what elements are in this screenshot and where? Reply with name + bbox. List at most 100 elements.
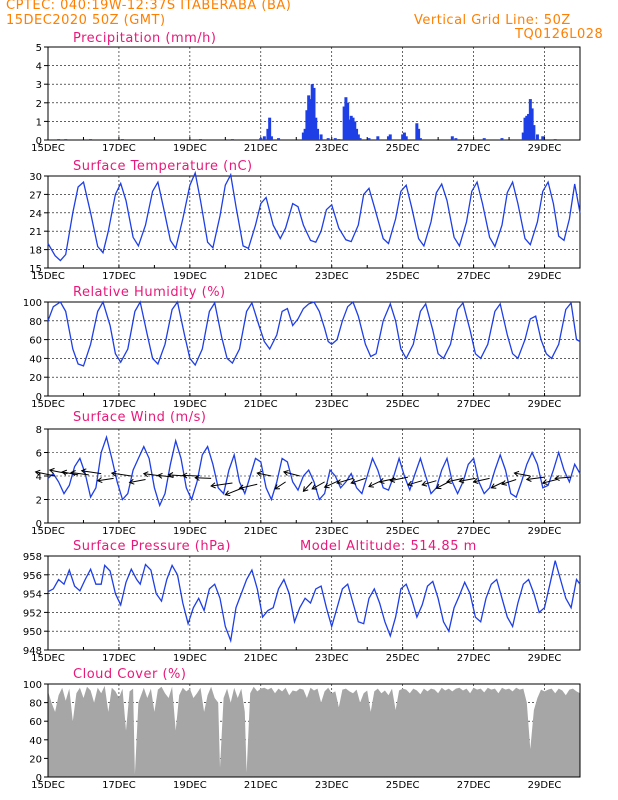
panel-1-y-tick-label: 1 xyxy=(36,117,42,128)
precip-bar xyxy=(277,138,281,140)
precip-bar xyxy=(89,139,93,141)
header-datetime: 15DEC2020 50Z (GMT) xyxy=(6,13,166,28)
wind-vector xyxy=(211,482,233,487)
precip-bar xyxy=(326,138,330,140)
panel-6-title: Cloud Cover (%) xyxy=(73,667,186,682)
wind-vector-head xyxy=(48,467,55,474)
precip-bar xyxy=(346,102,350,140)
wind-vector xyxy=(97,477,114,482)
wind-vector-head xyxy=(238,484,245,491)
precip-bar xyxy=(541,136,545,140)
precip-bar xyxy=(355,128,359,140)
panel-5-y-tick-label: 948 xyxy=(23,646,42,657)
panel-4-x-tick-label: 15DEC xyxy=(31,526,65,537)
panel-1-title: Precipitation (mm/h) xyxy=(73,31,216,46)
panel-2-x-tick-label: 25DEC xyxy=(386,271,420,282)
panel-3-y-tick-label: 80 xyxy=(29,317,42,328)
wind-vector-head xyxy=(80,468,87,475)
panel-5-x-tick-label: 29DEC xyxy=(528,653,562,664)
wind-vector-head xyxy=(458,477,465,484)
wind-vector xyxy=(302,481,313,492)
wind-vector-head xyxy=(513,470,520,477)
wind-vector-head xyxy=(110,470,117,477)
panel-4-x-tick-label: 27DEC xyxy=(457,526,491,537)
precip-bar xyxy=(230,139,234,141)
wind-vector xyxy=(239,483,258,489)
panel-3-x-tick-label: 17DEC xyxy=(102,399,136,410)
panel-5-y-tick-label: 950 xyxy=(23,627,42,638)
precip-bar xyxy=(532,125,536,140)
panel-5-x-tick-label: 23DEC xyxy=(315,653,349,664)
precip-bar xyxy=(386,136,390,140)
precip-bar xyxy=(367,138,371,140)
panel-3-x-tick-label: 21DEC xyxy=(244,399,278,410)
precip-bar xyxy=(269,136,273,140)
wind-vector-head xyxy=(61,469,68,476)
panel-2-x-tick-label: 29DEC xyxy=(528,271,562,282)
header-model-code: TQ0126L028 xyxy=(515,27,604,42)
panel-6-y-tick-label: 100 xyxy=(23,680,42,691)
precip-bar xyxy=(344,97,348,140)
precip-bar xyxy=(266,128,270,140)
wind-vector-head xyxy=(554,475,560,482)
panel-5-y-tick-label: 952 xyxy=(23,608,42,619)
precip-bar xyxy=(349,115,353,140)
wind-vector xyxy=(351,477,366,484)
precip-bar xyxy=(401,134,405,140)
wind-vector-head xyxy=(282,470,289,476)
precip-bar xyxy=(337,139,341,141)
precip-bar xyxy=(418,138,422,140)
panel-2-series-line xyxy=(47,170,581,262)
wind-vector xyxy=(514,472,531,477)
header-grid-note: Vertical Grid Line: 50Z xyxy=(414,13,571,28)
wind-vector-head xyxy=(501,480,508,486)
panel-3-y-tick-label: 100 xyxy=(23,298,42,309)
panel-6-y-tick-label: 40 xyxy=(29,736,42,747)
wind-vector xyxy=(311,481,325,490)
precip-bar xyxy=(57,139,61,141)
precip-bar xyxy=(528,99,532,140)
panel-4-x-tick-label: 19DEC xyxy=(173,526,207,537)
precip-bar xyxy=(376,136,380,140)
wind-vector xyxy=(555,476,572,479)
precip-bar xyxy=(319,134,323,140)
wind-vector-head xyxy=(167,472,174,479)
wind-vector-head xyxy=(407,480,413,487)
panel-3-y-tick-label: 60 xyxy=(29,336,42,347)
panel-4-x-tick-label: 21DEC xyxy=(244,526,278,537)
panel-6-frame-top xyxy=(47,683,581,778)
wind-vector xyxy=(274,481,286,490)
panel-6-y-tick-label: 20 xyxy=(29,754,42,765)
wind-vector-head xyxy=(350,478,357,485)
wind-vector xyxy=(111,472,132,477)
precip-bar xyxy=(535,134,539,140)
precip-bar xyxy=(312,87,316,140)
precip-bar xyxy=(316,128,320,140)
panel-6-x-tick-label: 19DEC xyxy=(173,780,207,791)
panel-5-x-tick-label: 19DEC xyxy=(173,653,207,664)
precip-bar xyxy=(342,106,346,140)
panel-6-x-tick-label: 29DEC xyxy=(528,780,562,791)
wind-vector xyxy=(501,479,517,485)
precip-bar xyxy=(402,132,406,140)
wind-vector xyxy=(542,479,558,484)
panel-4-x-tick-label: 23DEC xyxy=(315,526,349,537)
panel-3-title: Relative Humidity (%) xyxy=(73,285,226,300)
wind-vector-head xyxy=(156,472,163,479)
wind-vector-head xyxy=(210,482,216,489)
panel-5-x-tick-label: 27DEC xyxy=(457,653,491,664)
panel-1-y-tick-label: 5 xyxy=(36,43,42,54)
wind-vector-head xyxy=(34,469,41,476)
precip-bar xyxy=(415,123,419,140)
precip-bar xyxy=(523,117,527,140)
precip-bar xyxy=(301,132,305,140)
panel-4-y-tick-label: 4 xyxy=(36,472,42,483)
panel-4-title: Surface Wind (m/s) xyxy=(73,410,206,425)
panel-1-x-tick-label: 29DEC xyxy=(528,143,562,154)
wind-vector-head xyxy=(256,470,263,477)
panel-2-x-tick-label: 19DEC xyxy=(173,271,207,282)
wind-vector-head xyxy=(336,479,343,485)
panel-1-x-tick-label: 17DEC xyxy=(102,143,136,154)
wind-vector xyxy=(390,476,409,482)
